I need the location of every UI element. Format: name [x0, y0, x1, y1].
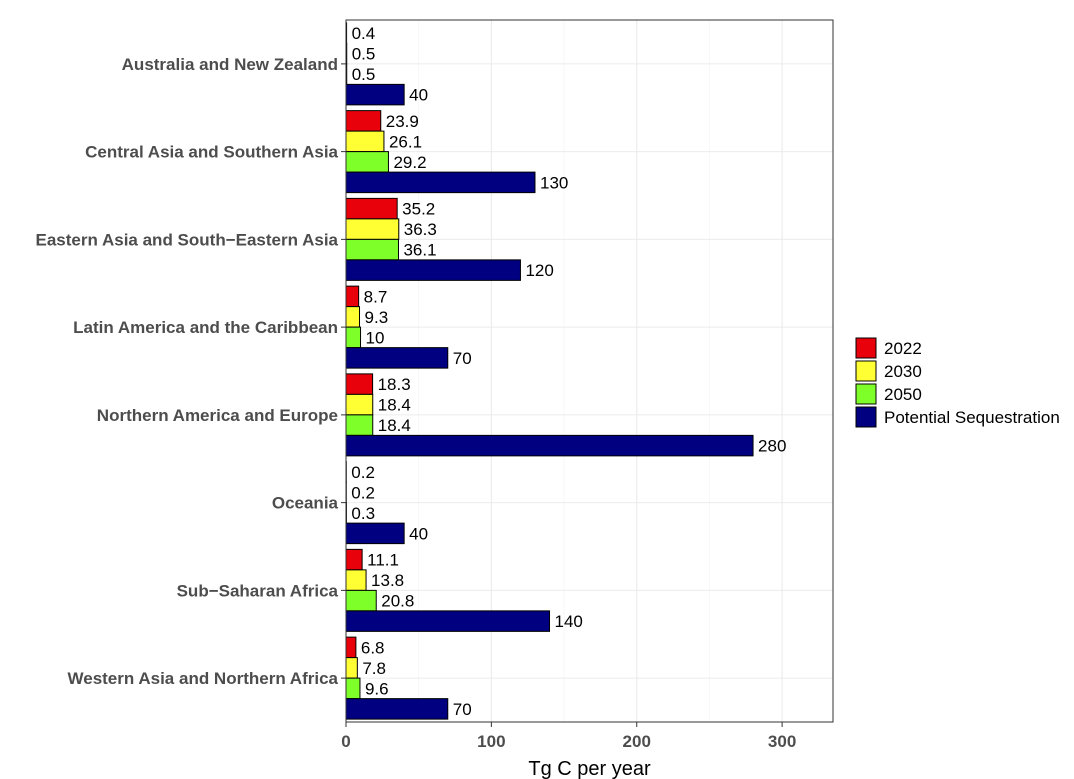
data-label: 8.7 — [364, 287, 388, 306]
x-tick-label: 300 — [768, 732, 796, 751]
bar — [345, 218, 400, 240]
data-label: 18.4 — [378, 396, 411, 415]
legend-swatch — [855, 337, 877, 359]
bar — [345, 306, 361, 328]
legend-label: 2022 — [884, 339, 922, 358]
x-tick-label: 200 — [623, 732, 651, 751]
bar — [345, 698, 449, 720]
data-label: 40 — [409, 86, 428, 105]
bar — [345, 434, 754, 457]
legend: 2022 2030 2050 Potential Sequestration — [855, 337, 1060, 428]
data-label: 0.5 — [352, 65, 376, 84]
data-label: 140 — [555, 612, 583, 631]
legend-swatch — [855, 406, 877, 428]
data-label: 13.8 — [371, 571, 404, 590]
y-tick-label: Oceania — [272, 494, 339, 513]
bars — [345, 22, 754, 720]
data-label: 36.3 — [404, 220, 437, 239]
y-tick-label: Northern America and Europe — [97, 406, 338, 425]
bar — [345, 414, 374, 436]
y-tick-label: Western Asia and Northern Africa — [68, 669, 339, 688]
legend-label: Potential Sequestration — [884, 408, 1060, 427]
bar — [345, 326, 362, 349]
legend-swatch — [855, 383, 877, 405]
grid-lines — [345, 20, 833, 722]
data-label: 36.1 — [403, 241, 436, 260]
y-tick-label: Sub−Saharan Africa — [177, 581, 339, 600]
data-label: 9.6 — [365, 679, 389, 698]
bar — [345, 589, 377, 612]
bar — [345, 259, 521, 281]
data-label: 70 — [453, 700, 472, 719]
bar — [345, 636, 357, 659]
bar — [345, 610, 551, 632]
y-tick-label: Latin America and the Caribbean — [73, 318, 338, 337]
data-label: 6.8 — [361, 638, 385, 657]
bar — [345, 151, 389, 173]
data-label: 11.1 — [367, 551, 399, 570]
bar — [345, 83, 405, 106]
data-label: 0.5 — [352, 45, 376, 64]
legend-label: 2030 — [884, 362, 922, 381]
bar — [345, 657, 358, 679]
bar — [345, 569, 367, 591]
bar — [345, 522, 405, 545]
bar — [345, 238, 399, 261]
bar — [345, 130, 385, 153]
data-label: 18.3 — [378, 375, 411, 394]
data-label: 26.1 — [389, 132, 422, 151]
data-label: 7.8 — [362, 659, 386, 678]
legend-swatch — [855, 360, 877, 382]
x-axis: 0 100 200 300 — [341, 722, 796, 751]
y-tick-label: Central Asia and Southern Asia — [85, 143, 338, 162]
data-label: 0.4 — [352, 24, 376, 43]
bar — [345, 110, 382, 132]
y-axis: Australia and New Zealand Central Asia an… — [36, 55, 346, 688]
x-tick-label: 0 — [341, 732, 350, 751]
data-label: 9.3 — [365, 308, 389, 327]
data-label: 280 — [758, 437, 786, 456]
data-labels: 0.4 0.50.5 40 23.926.1 29.2 130 35.236.3 36.1 12… — [351, 24, 786, 719]
bar — [345, 347, 449, 369]
plot-panel — [345, 19, 834, 723]
data-label: 0.2 — [351, 483, 375, 502]
y-tick-label: Eastern Asia and South−Eastern Asia — [36, 230, 339, 249]
data-label: 29.2 — [393, 153, 426, 172]
data-label: 0.3 — [351, 504, 375, 523]
bar — [345, 285, 360, 308]
bar — [345, 373, 374, 395]
data-label: 10 — [366, 328, 385, 347]
bar — [345, 677, 361, 700]
data-label: 18.4 — [378, 416, 411, 435]
bar — [345, 171, 536, 194]
data-label: 23.9 — [386, 112, 419, 131]
bar — [345, 548, 363, 571]
data-label: 20.8 — [381, 592, 414, 611]
data-label: 130 — [540, 173, 568, 192]
x-tick-label: 100 — [477, 732, 505, 751]
bar — [345, 197, 398, 220]
legend-label: 2050 — [884, 385, 922, 404]
data-label: 120 — [525, 261, 553, 280]
y-tick-label: Australia and New Zealand — [122, 55, 338, 74]
data-label: 40 — [409, 524, 428, 543]
data-label: 0.2 — [351, 463, 375, 482]
data-label: 70 — [453, 349, 472, 368]
bar — [345, 393, 374, 416]
x-axis-title: Tg C per year — [528, 758, 651, 779]
data-label: 35.2 — [402, 200, 435, 219]
